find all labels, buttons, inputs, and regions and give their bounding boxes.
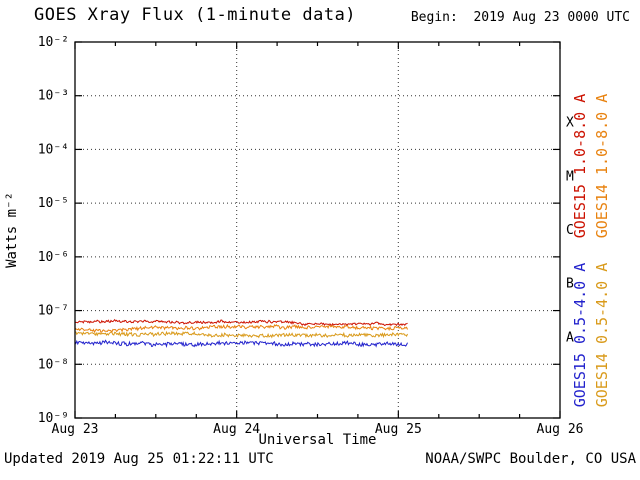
- x-tick-label: Aug 24: [213, 422, 260, 437]
- plot-border: [74, 41, 561, 419]
- legend-goes15-1-0-8-0-a: GOES15 1.0-8.0 A: [571, 94, 589, 239]
- begin-label: Begin: 2019 Aug 23 0000 UTC: [410, 10, 630, 25]
- y-tick-label: 10⁻²: [38, 35, 69, 50]
- x-tick-label: Aug 23: [52, 422, 99, 437]
- y-tick-label: 10⁻⁷: [38, 304, 69, 319]
- series-goes14-1-0-8-0-a: [74, 323, 408, 334]
- flare-class-m: M: [566, 169, 574, 184]
- flare-class-a: A: [566, 330, 574, 345]
- legend-goes15-0-5-4-0-a: GOES15 0.5-4.0 A: [571, 263, 589, 408]
- flare-class-c: C: [566, 223, 574, 238]
- updated-label: Updated 2019 Aug 25 01:22:11 UTC: [4, 451, 274, 467]
- x-tick-label: Aug 26: [537, 422, 584, 437]
- series-goes15-0-5-4-0-a: [74, 339, 408, 348]
- x-tick-label: Aug 25: [375, 422, 422, 437]
- source-label: NOAA/SWPC Boulder, CO USA: [425, 451, 636, 467]
- y-axis-label: Watts m⁻²: [4, 192, 20, 268]
- y-tick-label: 10⁻⁴: [38, 142, 69, 157]
- legend-goes14-0-5-4-0-a: GOES14 0.5-4.0 A: [593, 263, 611, 408]
- y-tick-label: 10⁻³: [38, 89, 69, 104]
- y-tick-label: 10⁻⁸: [38, 357, 69, 372]
- flare-class-b: B: [566, 277, 574, 292]
- y-tick-label: 10⁻⁶: [38, 250, 69, 265]
- flare-class-x: X: [566, 116, 574, 131]
- x-axis-label: Universal Time: [258, 432, 376, 448]
- y-tick-label: 10⁻⁵: [38, 196, 69, 211]
- y-tick-label: 10⁻⁹: [38, 411, 69, 426]
- series-goes14-0-5-4-0-a: [75, 330, 408, 339]
- chart-title: GOES Xray Flux (1-minute data): [34, 5, 357, 25]
- legend-goes14-1-0-8-0-a: GOES14 1.0-8.0 A: [593, 94, 611, 239]
- series-goes15-1-0-8-0-a: [74, 318, 408, 327]
